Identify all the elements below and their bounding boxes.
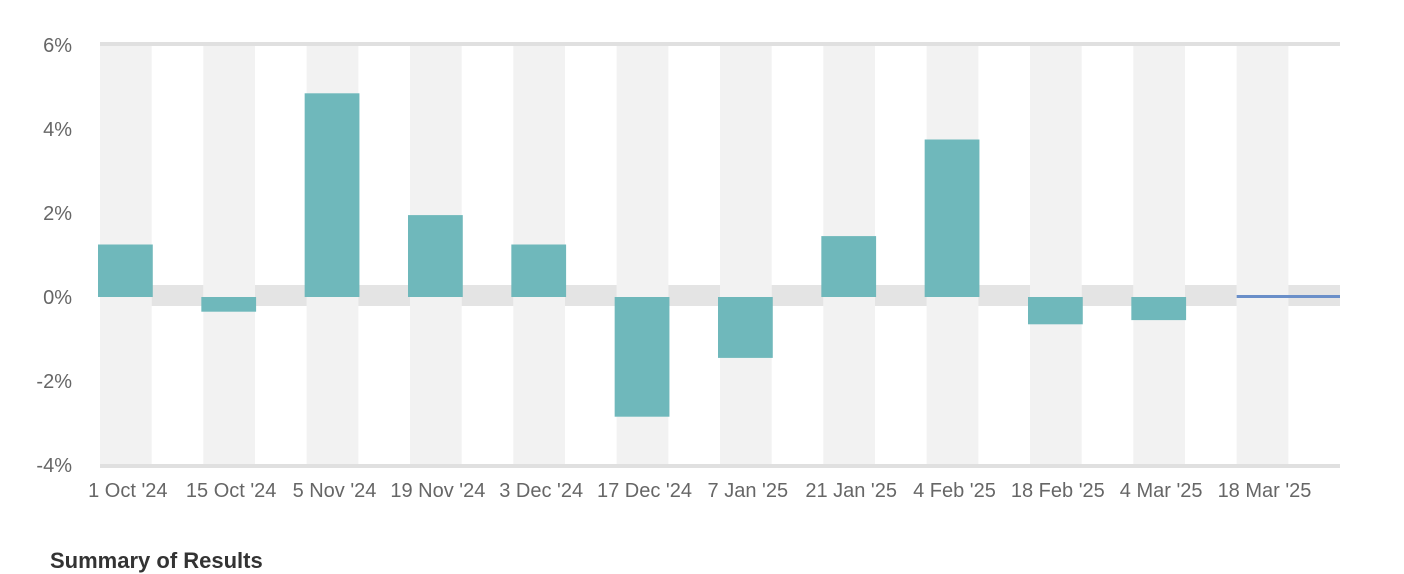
- x-tick-label: 15 Oct '24: [186, 480, 277, 502]
- y-tick-label: -4%: [36, 455, 72, 477]
- bar[interactable]: [614, 297, 670, 417]
- zero-band-segment: [358, 285, 410, 306]
- column-band: [1133, 45, 1185, 465]
- zero-band-segment: [461, 285, 514, 306]
- top-axis-line: [100, 42, 1340, 46]
- zero-band-segment: [978, 285, 1030, 306]
- zero-band-segment: [565, 285, 617, 306]
- y-axis-ticks: -4% -2% 0% 2% 4% 6%: [36, 35, 72, 477]
- x-tick-label: 17 Dec '24: [597, 480, 692, 502]
- bar-chart: -4% -2% 0% 2% 4% 6% 1 Oct '24 15 Oct '24 5 Nov …: [36, 35, 1340, 502]
- bar[interactable]: [511, 244, 567, 298]
- x-tick-label: 5 Nov '24: [293, 480, 377, 502]
- x-tick-label: 1 Oct '24: [88, 480, 167, 502]
- y-tick-label: 0%: [43, 287, 72, 309]
- column-bands: [100, 45, 1289, 465]
- bottom-axis-line: [100, 464, 1340, 468]
- bar[interactable]: [408, 215, 463, 297]
- column-band: [1030, 45, 1082, 465]
- x-tick-label: 18 Feb '25: [1011, 480, 1105, 502]
- zero-band-segment: [255, 285, 307, 306]
- bar[interactable]: [1131, 297, 1187, 321]
- x-tick-label: 3 Dec '24: [499, 480, 583, 502]
- zero-band-segment: [1081, 285, 1134, 306]
- bar[interactable]: [1236, 295, 1340, 298]
- column-band: [203, 45, 255, 465]
- zero-band-segment: [151, 285, 204, 306]
- bar[interactable]: [821, 236, 877, 297]
- zero-band-segment: [771, 285, 824, 306]
- section-heading: Summary of Results: [50, 548, 263, 573]
- x-tick-label: 4 Mar '25: [1120, 480, 1203, 502]
- x-tick-label: 21 Jan '25: [805, 480, 897, 502]
- x-tick-label: 18 Mar '25: [1218, 480, 1312, 502]
- x-tick-label: 7 Jan '25: [708, 480, 789, 502]
- x-tick-label: 4 Feb '25: [913, 480, 996, 502]
- axis-lines: [100, 42, 1340, 468]
- bar[interactable]: [98, 244, 153, 298]
- zero-band: [151, 285, 1340, 306]
- zero-band-segment: [668, 285, 720, 306]
- y-tick-label: 2%: [43, 203, 72, 225]
- bars: [98, 93, 1340, 417]
- bar[interactable]: [1028, 297, 1083, 325]
- y-tick-label: -2%: [36, 371, 72, 393]
- column-band: [1236, 45, 1289, 465]
- zero-band-segment: [1185, 285, 1237, 306]
- y-tick-label: 6%: [43, 35, 72, 57]
- x-tick-label: 19 Nov '24: [390, 480, 485, 502]
- bar[interactable]: [924, 139, 980, 298]
- zero-band-segment: [875, 285, 927, 306]
- bar[interactable]: [304, 93, 360, 297]
- bar[interactable]: [201, 297, 257, 312]
- bar[interactable]: [718, 297, 773, 358]
- column-band: [720, 45, 772, 465]
- y-tick-label: 4%: [43, 119, 72, 141]
- x-axis-ticks: 1 Oct '24 15 Oct '24 5 Nov '24 19 Nov '24 3 …: [88, 480, 1311, 502]
